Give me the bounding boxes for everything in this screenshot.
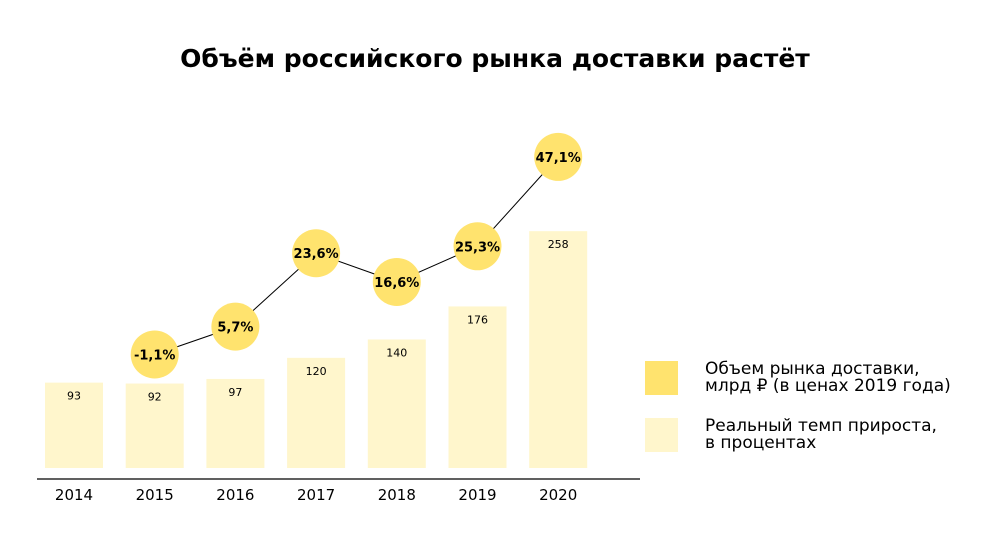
bar-2019 (448, 306, 507, 468)
bar-value-label: 176 (467, 313, 488, 326)
legend-item-growth-rate: Реальный темп прироста, в процентах (645, 418, 965, 452)
chart-title: Объём российского рынка доставки растёт (180, 44, 810, 73)
legend-swatch-market-volume (645, 361, 678, 395)
growth-point-2020 (534, 132, 583, 181)
x-tick-label: 2016 (216, 486, 254, 504)
legend-label-market-volume: Объем рынка доставки, млрд ₽ (в ценах 20… (705, 359, 951, 396)
growth-data-label: 16,6% (374, 276, 419, 291)
growth-data-label: -1,1% (134, 349, 175, 364)
legend-item-market-volume: Объем рынка доставки, млрд ₽ (в ценах 20… (645, 361, 965, 395)
bar-2018 (367, 339, 426, 468)
x-tick-label: 2020 (539, 486, 577, 504)
growth-data-label: 25,3% (455, 240, 500, 255)
bar-2020 (529, 231, 588, 468)
bar-2014 (45, 382, 103, 468)
growth-data-label: 47,1% (536, 151, 581, 166)
bar-value-label: 140 (386, 346, 407, 359)
bar-value-label: 92 (148, 391, 162, 404)
bar-value-label: 120 (306, 365, 327, 378)
x-tick-label: 2014 (55, 486, 93, 504)
x-tick-label: 2017 (297, 486, 335, 504)
bar-value-label: 93 (67, 390, 81, 403)
bar-2016 (206, 378, 265, 468)
legend-label-growth-rate: Реальный темп прироста, в процентах (705, 416, 937, 453)
x-tick-label: 2018 (378, 486, 416, 504)
legend-swatch-growth-rate (645, 418, 678, 452)
growth-point-2015 (130, 330, 179, 379)
growth-point-2018 (372, 257, 421, 306)
growth-point-2016 (211, 302, 260, 351)
bar-2015 (125, 383, 184, 468)
bar-value-label: 97 (228, 386, 242, 399)
bar-2017 (287, 357, 346, 468)
x-tick-label: 2015 (136, 486, 174, 504)
growth-data-label: 5,7% (217, 321, 253, 336)
x-tick-label: 2019 (458, 486, 496, 504)
growth-point-2017 (292, 229, 341, 278)
bar-value-label: 258 (548, 238, 569, 251)
growth-point-2019 (453, 222, 502, 271)
growth-data-label: 23,6% (294, 247, 339, 262)
